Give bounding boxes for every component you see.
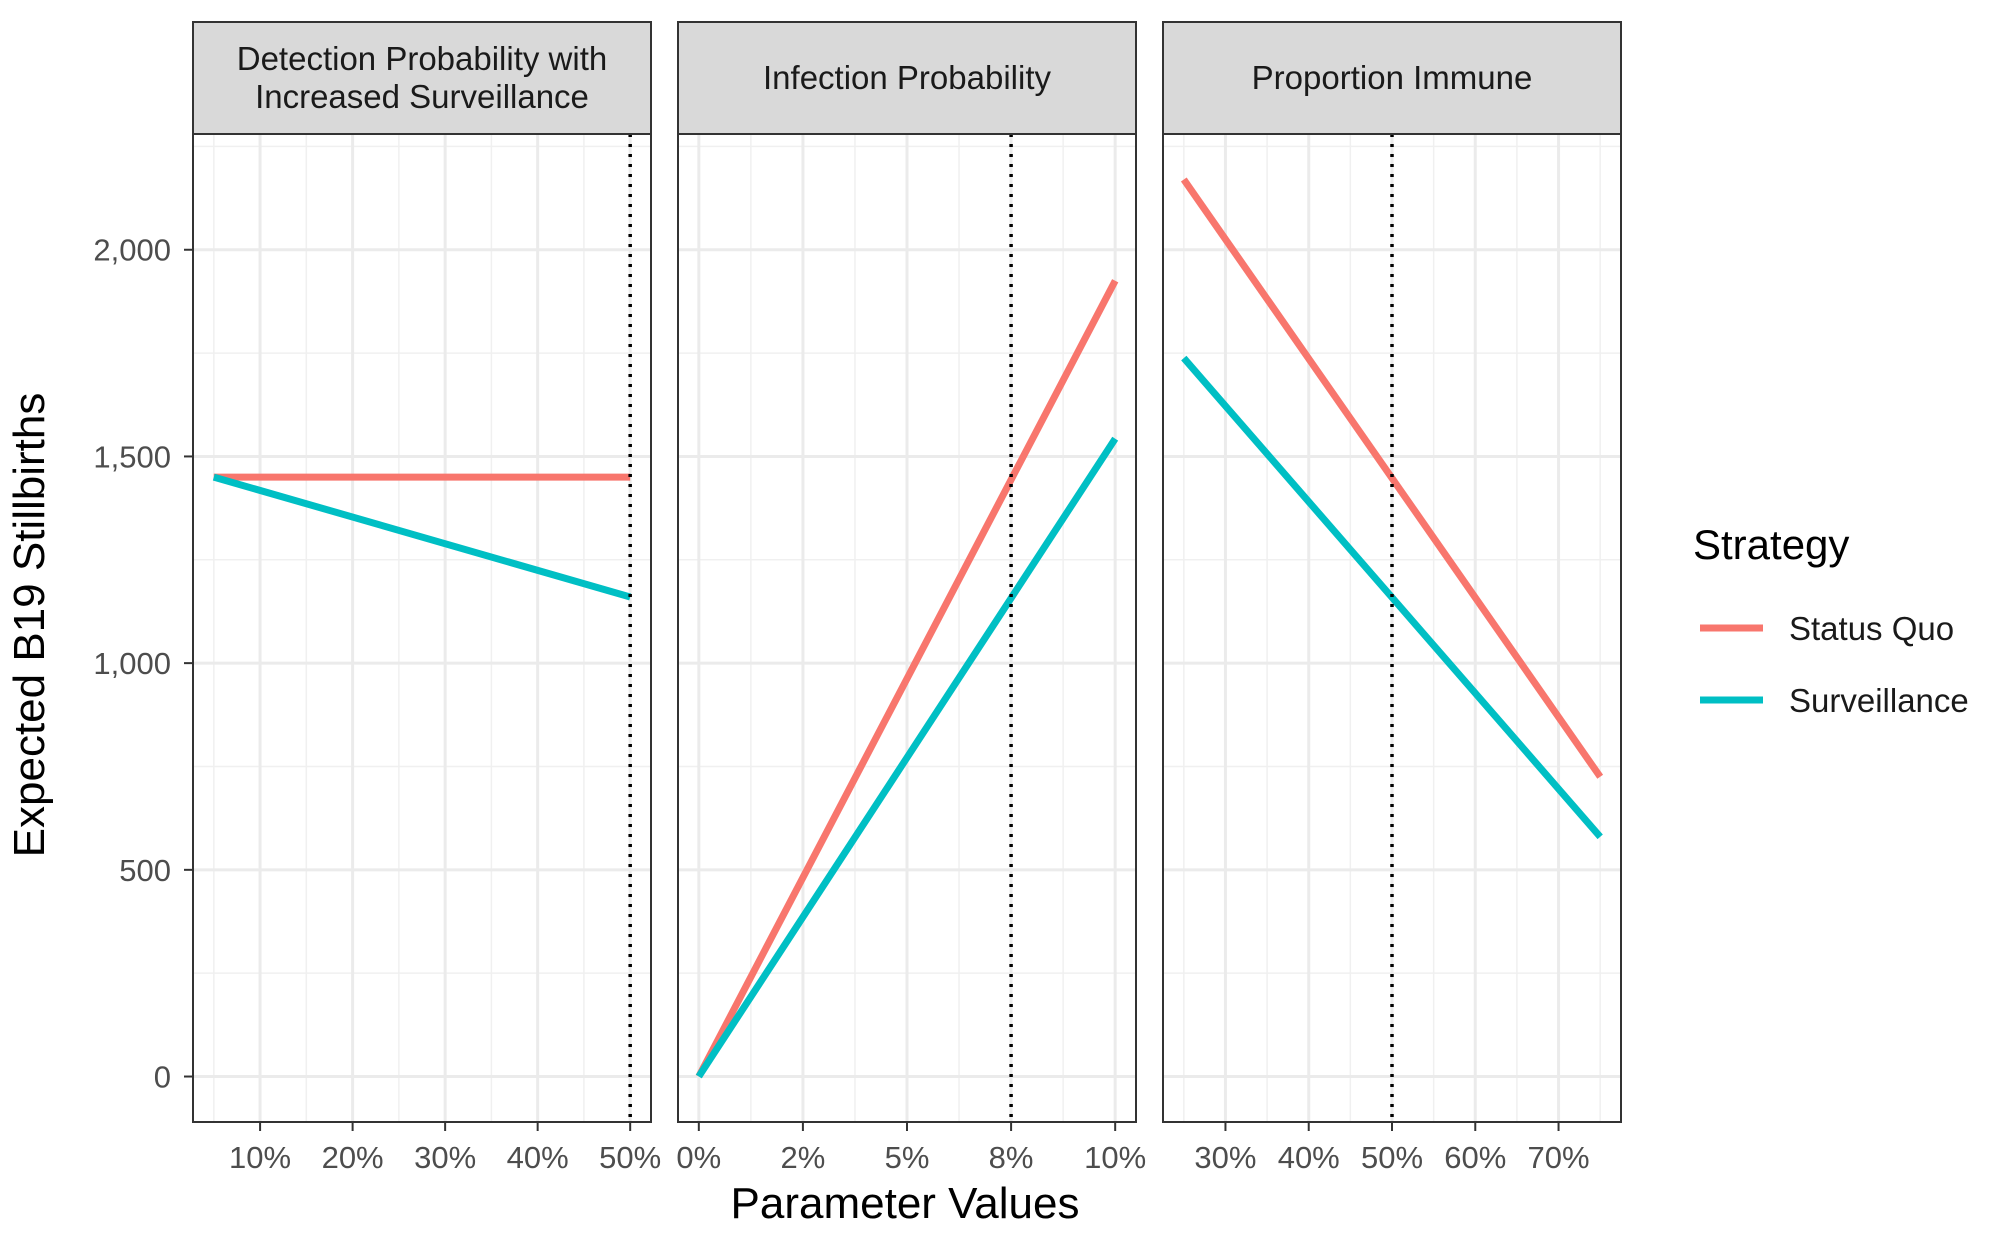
panel-3: Proportion Immune 30% 40% 50% 60% 70% — [1162, 21, 1622, 1175]
x-tick-label: 5% — [885, 1140, 930, 1175]
y-tick-label: 2,000 — [93, 233, 171, 268]
x-tick-label: 70% — [1528, 1140, 1590, 1175]
x-tick-label: 50% — [1361, 1140, 1423, 1175]
y-tick-label: 500 — [119, 853, 171, 888]
y-tick-label: 0 — [154, 1060, 171, 1095]
series-line-surveillance — [212, 473, 632, 601]
panel-2: Infection Probability 0% 2% 5% 8% 10% — [676, 21, 1146, 1175]
panel-title: Proportion Immune — [1252, 59, 1533, 96]
y-axis-title: Expected B19 Stillbirths — [5, 393, 54, 858]
x-tick-label: 30% — [414, 1140, 476, 1175]
x-tick-label: 50% — [599, 1140, 661, 1175]
panel-title: Detection Probability with — [237, 40, 608, 77]
legend-items: Status Quo Surveillance — [1700, 610, 1969, 719]
x-tick-label: 8% — [989, 1140, 1034, 1175]
series-line-status-quo — [1180, 177, 1604, 779]
x-tick-label: 20% — [322, 1140, 384, 1175]
panel-title: Increased Surveillance — [255, 78, 589, 115]
y-tick-label: 1,000 — [93, 646, 171, 681]
panel-strip — [192, 21, 652, 135]
legend: Strategy Status Quo Surveillance — [1693, 521, 1969, 719]
x-tick-label: 40% — [1278, 1140, 1340, 1175]
legend-label: Status Quo — [1789, 610, 1954, 647]
series-line-status-quo — [695, 279, 1119, 1079]
x-tick-label: 10% — [1084, 1140, 1146, 1175]
panel-background — [193, 134, 651, 1122]
x-tick-label: 60% — [1444, 1140, 1506, 1175]
x-tick-label: 0% — [676, 1140, 721, 1175]
x-tick-label: 2% — [781, 1140, 826, 1175]
series-line-surveillance — [695, 436, 1119, 1079]
x-tick-label: 10% — [229, 1140, 291, 1175]
panel-strip — [677, 21, 1137, 135]
series-line-surveillance — [1181, 355, 1603, 840]
panel-border — [192, 133, 652, 1123]
x-axis-title: Parameter Values — [731, 1179, 1080, 1228]
y-axis: 0 500 1,000 1,500 2,000 — [93, 233, 193, 1095]
legend-label: Surveillance — [1789, 682, 1969, 719]
panel-title: Infection Probability — [763, 59, 1051, 96]
y-tick-label: 1,500 — [93, 439, 171, 474]
legend-title: Strategy — [1693, 521, 1849, 568]
x-tick-label: 30% — [1194, 1140, 1256, 1175]
x-tick-label: 40% — [507, 1140, 569, 1175]
